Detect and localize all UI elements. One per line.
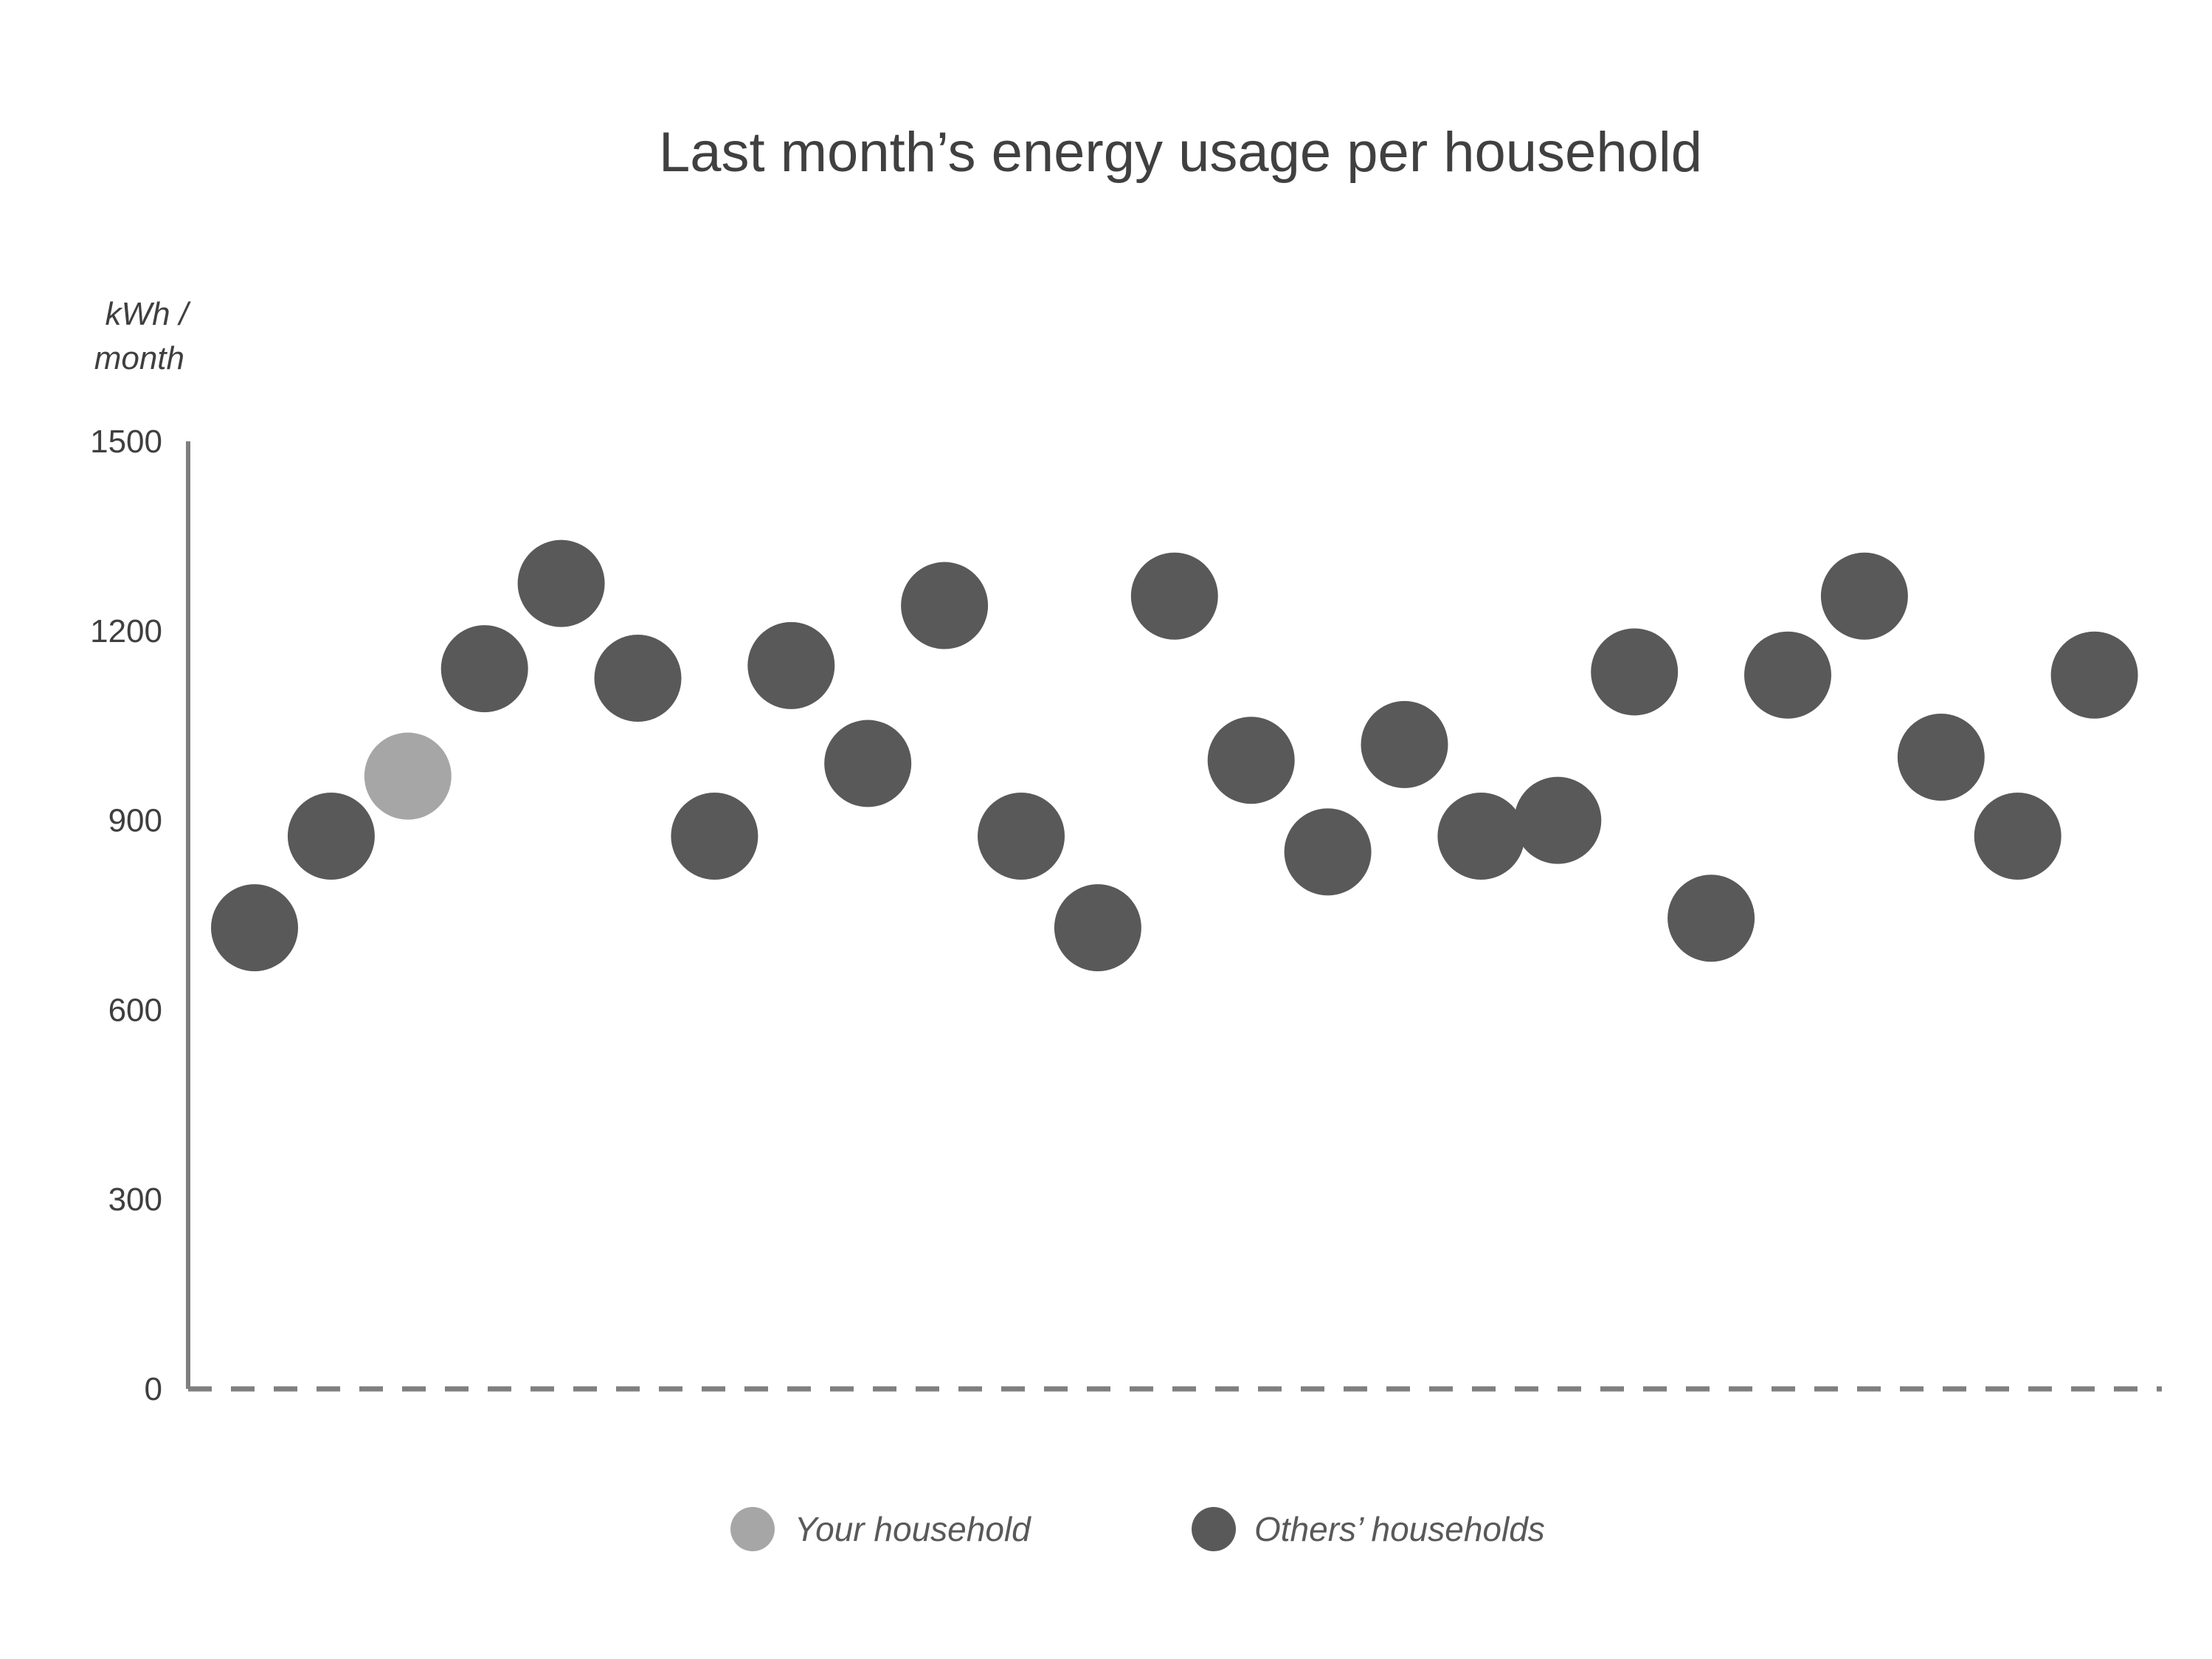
others-household-point bbox=[1207, 717, 1295, 804]
others-household-point bbox=[440, 625, 528, 713]
others-household-point bbox=[1820, 552, 1908, 640]
others-household-point bbox=[824, 720, 912, 807]
y-tick-label: 300 bbox=[108, 1182, 162, 1218]
data-points bbox=[211, 539, 2138, 972]
others-household-point bbox=[594, 635, 682, 722]
others-household-point bbox=[517, 539, 605, 627]
legend-label-your-household: Your household bbox=[795, 1510, 1031, 1548]
others-household-point bbox=[1284, 808, 1372, 896]
y-tick-label: 600 bbox=[108, 992, 162, 1028]
others-household-point bbox=[1130, 552, 1218, 640]
others-household-point bbox=[1897, 714, 1985, 801]
others-household-point bbox=[1974, 793, 2061, 880]
y-tick-label: 0 bbox=[145, 1371, 162, 1407]
y-tick-label: 1500 bbox=[90, 424, 162, 460]
your-household-point bbox=[364, 732, 452, 820]
legend: Your household Others’ households bbox=[730, 1507, 1545, 1551]
legend-marker-others-households bbox=[1192, 1507, 1236, 1551]
others-household-point bbox=[2050, 631, 2138, 719]
others-household-point bbox=[1437, 793, 1525, 880]
others-household-point bbox=[978, 793, 1065, 880]
others-household-point bbox=[1744, 631, 1831, 719]
others-household-point bbox=[287, 793, 375, 880]
others-household-point bbox=[671, 793, 758, 880]
others-household-point bbox=[1361, 700, 1448, 788]
legend-label-others-households: Others’ households bbox=[1254, 1510, 1545, 1548]
others-household-point bbox=[747, 621, 835, 709]
others-household-point bbox=[901, 562, 989, 649]
others-household-point bbox=[1514, 776, 1602, 864]
chart-title: Last month’s energy usage per household bbox=[659, 121, 1702, 184]
y-tick-label: 1200 bbox=[90, 613, 162, 649]
y-tick-label: 900 bbox=[108, 803, 162, 839]
y-axis-label-line2: month bbox=[94, 340, 184, 376]
others-household-point bbox=[211, 884, 298, 972]
legend-marker-your-household bbox=[730, 1507, 775, 1551]
others-household-point bbox=[1054, 884, 1141, 972]
y-axis-ticks: 0 300 600 900 1200 1500 bbox=[90, 424, 162, 1407]
others-household-point bbox=[1667, 875, 1755, 962]
others-household-point bbox=[1591, 628, 1679, 716]
y-axis-label-line1: kWh / bbox=[106, 296, 191, 332]
